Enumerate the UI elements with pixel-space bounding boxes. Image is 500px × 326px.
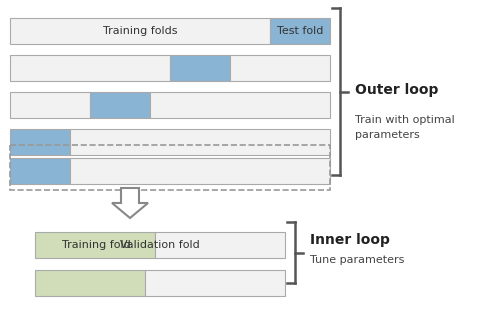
Bar [10, 158, 70, 184]
Bar [35, 232, 155, 258]
Text: Training fold: Training fold [62, 240, 131, 250]
Text: Test fold: Test fold [277, 26, 323, 36]
Text: Validation fold: Validation fold [120, 240, 200, 250]
Bar [145, 270, 285, 296]
Text: Outer loop: Outer loop [355, 83, 438, 97]
Text: Inner loop: Inner loop [310, 233, 390, 247]
Bar [70, 158, 330, 184]
Bar [10, 55, 170, 81]
Bar [170, 55, 230, 81]
Bar [10, 18, 270, 44]
Bar [155, 232, 285, 258]
Text: Train with optimal: Train with optimal [355, 115, 455, 125]
Text: Tune parameters: Tune parameters [310, 255, 404, 265]
Bar [150, 92, 330, 118]
Bar [10, 145, 330, 190]
Bar [70, 129, 330, 155]
Bar [10, 92, 90, 118]
Polygon shape [112, 188, 148, 218]
Bar [90, 92, 150, 118]
Text: parameters: parameters [355, 130, 420, 140]
Bar [10, 129, 70, 155]
Text: Training folds: Training folds [103, 26, 177, 36]
Bar [230, 55, 330, 81]
Bar [35, 270, 145, 296]
Bar [270, 18, 330, 44]
